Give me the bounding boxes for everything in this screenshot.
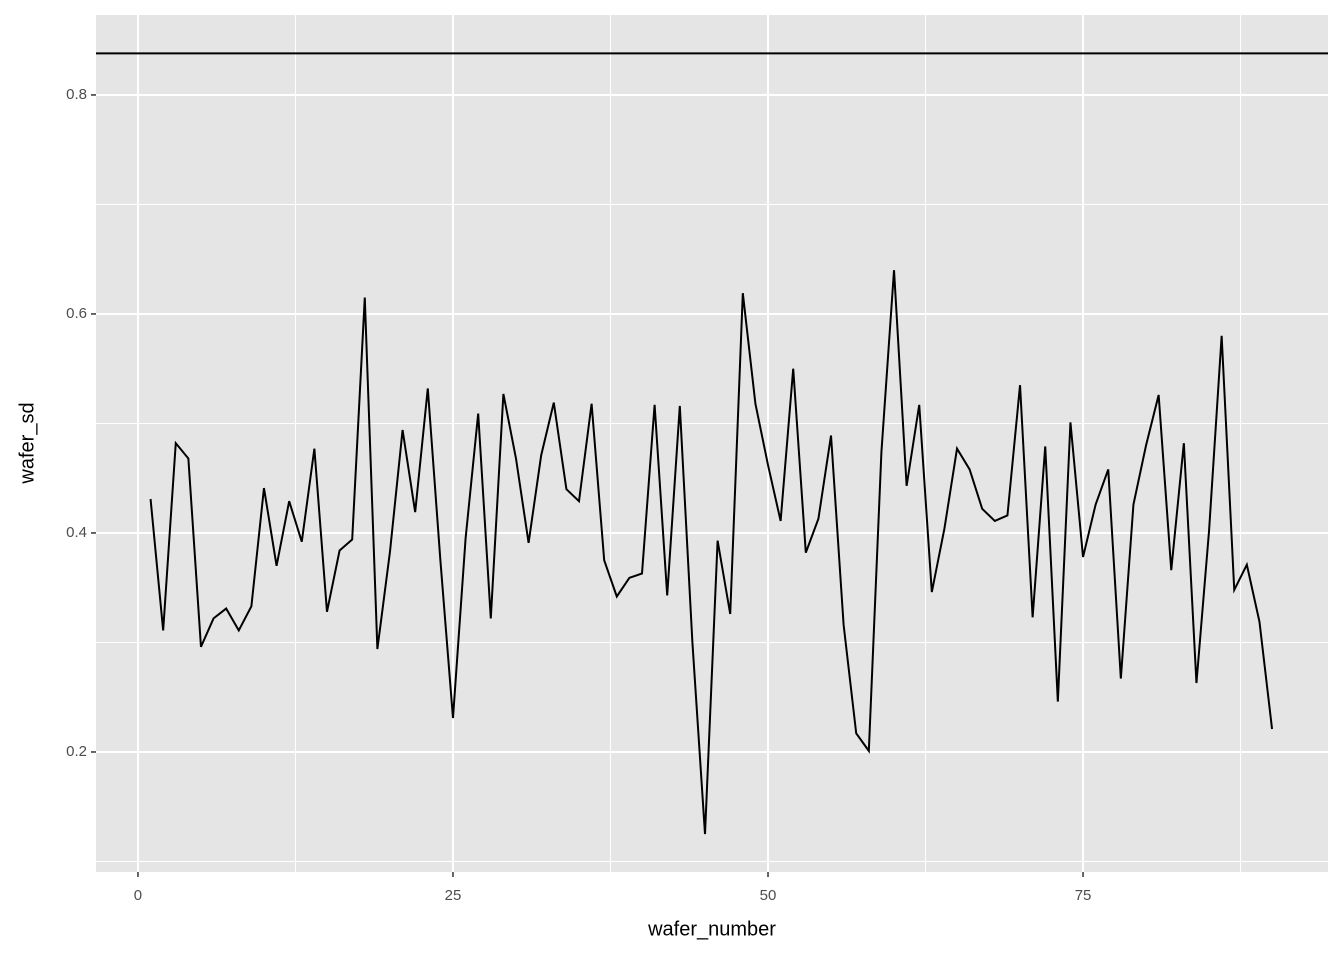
plot-panel xyxy=(96,15,1328,872)
y-tick-label: 0.6 xyxy=(66,305,87,322)
x-tick-label: 75 xyxy=(1075,887,1092,904)
y-tick-label: 0.4 xyxy=(66,524,87,541)
x-axis-title: wafer_number xyxy=(647,918,776,940)
y-tick-label: 0.2 xyxy=(66,743,87,760)
x-tick-label: 25 xyxy=(445,887,462,904)
y-tick-label: 0.8 xyxy=(66,86,87,103)
x-tick-label: 50 xyxy=(760,887,777,904)
x-tick-label: 0 xyxy=(134,887,142,904)
y-axis-title: wafer_sd xyxy=(16,402,38,484)
data-line xyxy=(149,270,1274,835)
